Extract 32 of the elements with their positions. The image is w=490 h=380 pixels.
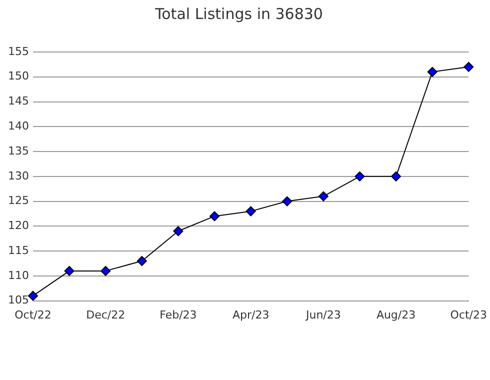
point	[136, 256, 147, 266]
point	[210, 211, 220, 222]
point	[28, 290, 38, 301]
y-tick-label: 120	[8, 219, 29, 232]
point	[173, 226, 184, 236]
point	[318, 191, 328, 202]
y-tick-label: 130	[8, 169, 29, 182]
y-tick-label: 150	[8, 70, 29, 83]
point	[100, 266, 111, 276]
y-tick-label: 125	[8, 194, 29, 208]
x-tick-label: Oct/22	[14, 308, 52, 322]
x-tick-label: Feb/23	[160, 308, 197, 322]
x-tick-label: Aug/23	[376, 308, 416, 322]
y-tick-label: 155	[8, 44, 29, 58]
x-tick-label: Oct/23	[450, 308, 488, 322]
point	[282, 196, 292, 206]
point	[246, 206, 256, 216]
y-tick-label: 105	[8, 294, 29, 307]
chart-title: Total Listings in 36830	[154, 4, 323, 23]
y-tick-label: 115	[8, 244, 29, 257]
point	[464, 62, 474, 72]
x-tick-label: Jun/23	[304, 308, 341, 322]
y-tick-label: 110	[8, 268, 29, 282]
y-tick-label: 135	[8, 144, 29, 158]
y-tick-label: 140	[8, 120, 29, 132]
point	[427, 66, 438, 77]
point	[354, 171, 365, 182]
y-tick-label: 145	[8, 94, 29, 108]
point	[391, 171, 402, 182]
x-tick-label: Dec/22	[86, 308, 126, 322]
point	[64, 266, 74, 276]
x-tick-label: Apr/23	[232, 308, 270, 322]
